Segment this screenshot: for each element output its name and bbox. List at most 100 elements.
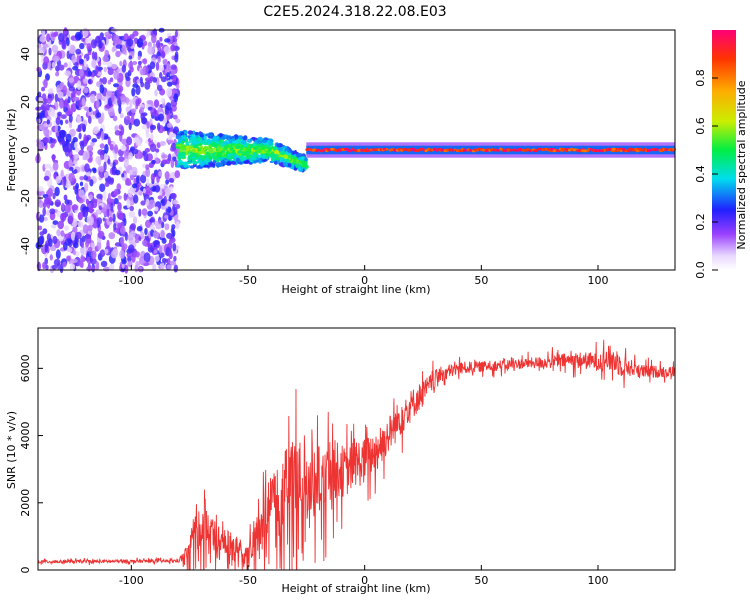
spectrogram-cell — [167, 206, 172, 213]
spectrogram-cell — [70, 104, 75, 112]
spectrogram-cell — [166, 87, 173, 97]
spectrogram-cell — [85, 198, 90, 205]
spectrogram-cell — [43, 78, 48, 89]
spectrogram-cell — [75, 182, 79, 190]
spectrogram-cell — [148, 199, 156, 208]
spectrogram-cell — [194, 132, 199, 136]
spectrogram-cell — [118, 87, 122, 97]
spectrogram-cell — [208, 162, 213, 168]
spectrogram-cell — [170, 159, 175, 169]
spectrogram-cell — [464, 149, 467, 152]
spectrogram-cell — [76, 80, 82, 91]
spectrogram-cell — [212, 160, 217, 164]
spectrogram-cell — [599, 149, 602, 152]
spectrogram-marks — [35, 26, 677, 274]
spectrogram-cell — [134, 238, 140, 244]
spectrogram-cell — [55, 249, 61, 260]
spectrogram-cell — [273, 146, 277, 150]
spectrogram-cell — [208, 134, 214, 137]
spectrogram-cell — [102, 55, 109, 62]
spectrogram-cell — [158, 252, 165, 258]
spectrogram-cell — [64, 204, 71, 214]
spectrogram-cell — [66, 142, 73, 153]
spectrogram-cell — [170, 142, 177, 151]
spectrogram-cell — [153, 231, 159, 239]
snr-series-line — [37, 339, 676, 571]
spectrogram-cell — [560, 147, 566, 151]
spectrogram-cell — [50, 224, 57, 229]
spectrogram-cell — [133, 194, 139, 204]
spectrogram-cell — [237, 152, 243, 156]
spectrogram-cell — [143, 188, 146, 194]
spectrogram-cell — [256, 148, 262, 153]
spectrogram-cell — [92, 126, 99, 135]
colorbar-tick-label: 0.6 — [694, 117, 707, 135]
spectrogram-cell — [65, 37, 70, 47]
spectrogram-cell — [655, 148, 659, 151]
spectrogram-cell — [118, 105, 122, 115]
spectrogram-cell — [47, 187, 53, 198]
spectrogram-cell — [77, 211, 83, 221]
spectrogram-x-axis-label: Height of straight line (km) — [281, 283, 430, 296]
spectrogram-cell — [141, 124, 148, 130]
spectrogram-cell — [97, 230, 105, 239]
spectrogram-cell — [52, 235, 58, 245]
spectrogram-cell — [60, 169, 64, 178]
spectrogram-cell — [104, 143, 109, 154]
spectrogram-cell — [158, 219, 163, 224]
snr-y-ticks: 0 2000 4000 6000 — [19, 354, 43, 574]
spectrogram-cell — [86, 145, 94, 152]
spectrogram-cell — [88, 246, 93, 253]
spectrogram-cell — [68, 172, 75, 182]
spectrogram-cell — [158, 245, 163, 254]
spectrogram-cell — [108, 216, 113, 222]
spectrogram-cell — [106, 239, 110, 250]
spectrogram-cell — [90, 93, 96, 104]
spectrogram-cell — [64, 70, 72, 77]
spectrogram-cell — [59, 99, 64, 109]
spectrogram-cell — [75, 231, 82, 240]
spectrogram-cell — [69, 263, 76, 271]
spectrogram-cell — [149, 61, 156, 70]
spectrogram-cell — [509, 148, 513, 152]
spectrogram-cell — [103, 135, 109, 140]
spectrogram-cell — [138, 236, 142, 241]
spectrogram-cell — [126, 136, 133, 146]
spectrogram-cell — [88, 115, 92, 124]
spectrogram-cell — [216, 146, 221, 152]
spectrogram-cell — [287, 149, 293, 153]
spectrogram-cell — [100, 260, 108, 268]
snr-x-axis-label: Height of straight line (km) — [281, 582, 430, 595]
spectrogram-cell — [120, 145, 127, 152]
spectrogram-cell — [114, 125, 119, 131]
spectrogram-cell — [80, 254, 84, 264]
spectrogram-cell — [155, 148, 160, 153]
spectrogram-cell — [134, 264, 139, 273]
spectrogram-cell — [138, 208, 142, 217]
spectrogram-cell — [172, 199, 179, 205]
spectrogram-cell — [159, 187, 163, 198]
spectrogram-cell — [168, 251, 173, 260]
spectrogram-cell — [179, 140, 186, 144]
spectrogram-cell — [196, 165, 200, 169]
spectrogram-cell — [101, 77, 107, 85]
spectrogram-cell — [152, 263, 157, 272]
spectrogram-cell — [99, 183, 106, 192]
spectrogram-cell — [152, 186, 156, 192]
spectrogram-cell — [111, 94, 115, 103]
spectrogram-cell — [57, 111, 62, 117]
spectrogram-cell — [172, 242, 177, 252]
spectrogram-cell — [163, 45, 170, 55]
spectrogram-cell — [173, 93, 179, 103]
spectrogram-cell — [153, 109, 157, 115]
spectrogram-cell — [70, 258, 78, 264]
spectrogram-cell — [256, 139, 261, 145]
spectrogram-cell — [133, 216, 138, 224]
spectrogram-cell — [121, 64, 127, 73]
spectrogram-cell — [96, 132, 101, 140]
figure-title: C2E5.2024.318.22.08.E03 — [263, 4, 446, 20]
spectrogram-cell — [43, 175, 50, 181]
spectrogram-cell — [160, 230, 165, 238]
spectrogram-cell — [120, 94, 127, 103]
spectrogram-cell — [37, 186, 44, 192]
